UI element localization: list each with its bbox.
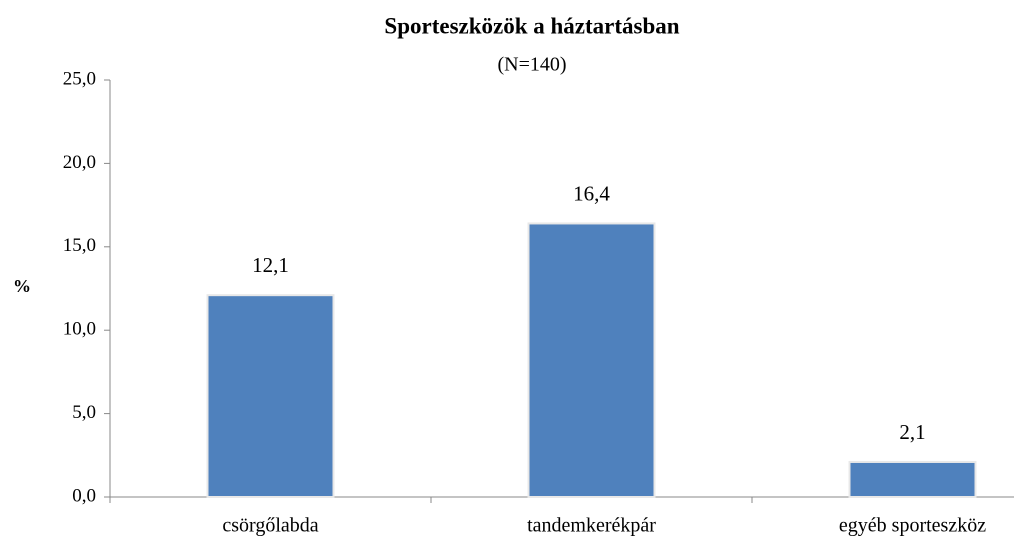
bar: [848, 460, 977, 498]
x-tick-label: egyéb sporteszköz: [839, 515, 986, 537]
y-tick-label: 0,0: [72, 485, 96, 506]
y-axis-label: %: [13, 276, 31, 296]
value-label: 16,4: [573, 181, 610, 205]
chart-title: Sporteszközök a háztartásban: [384, 13, 679, 38]
y-tick-label: 15,0: [63, 235, 96, 256]
y-tick-label: 5,0: [72, 402, 96, 423]
bar: [527, 222, 656, 498]
bar: [206, 294, 335, 498]
x-tick-label: csörgőlabda: [222, 515, 318, 537]
chart-subtitle: (N=140): [497, 54, 566, 76]
value-label: 12,1: [252, 253, 289, 277]
y-tick-label: 25,0: [63, 68, 96, 89]
y-tick-label: 10,0: [63, 319, 96, 340]
x-tick-label: tandemkerékpár: [527, 515, 656, 537]
y-tick-label: 20,0: [63, 152, 96, 173]
value-label: 2,1: [899, 420, 925, 444]
